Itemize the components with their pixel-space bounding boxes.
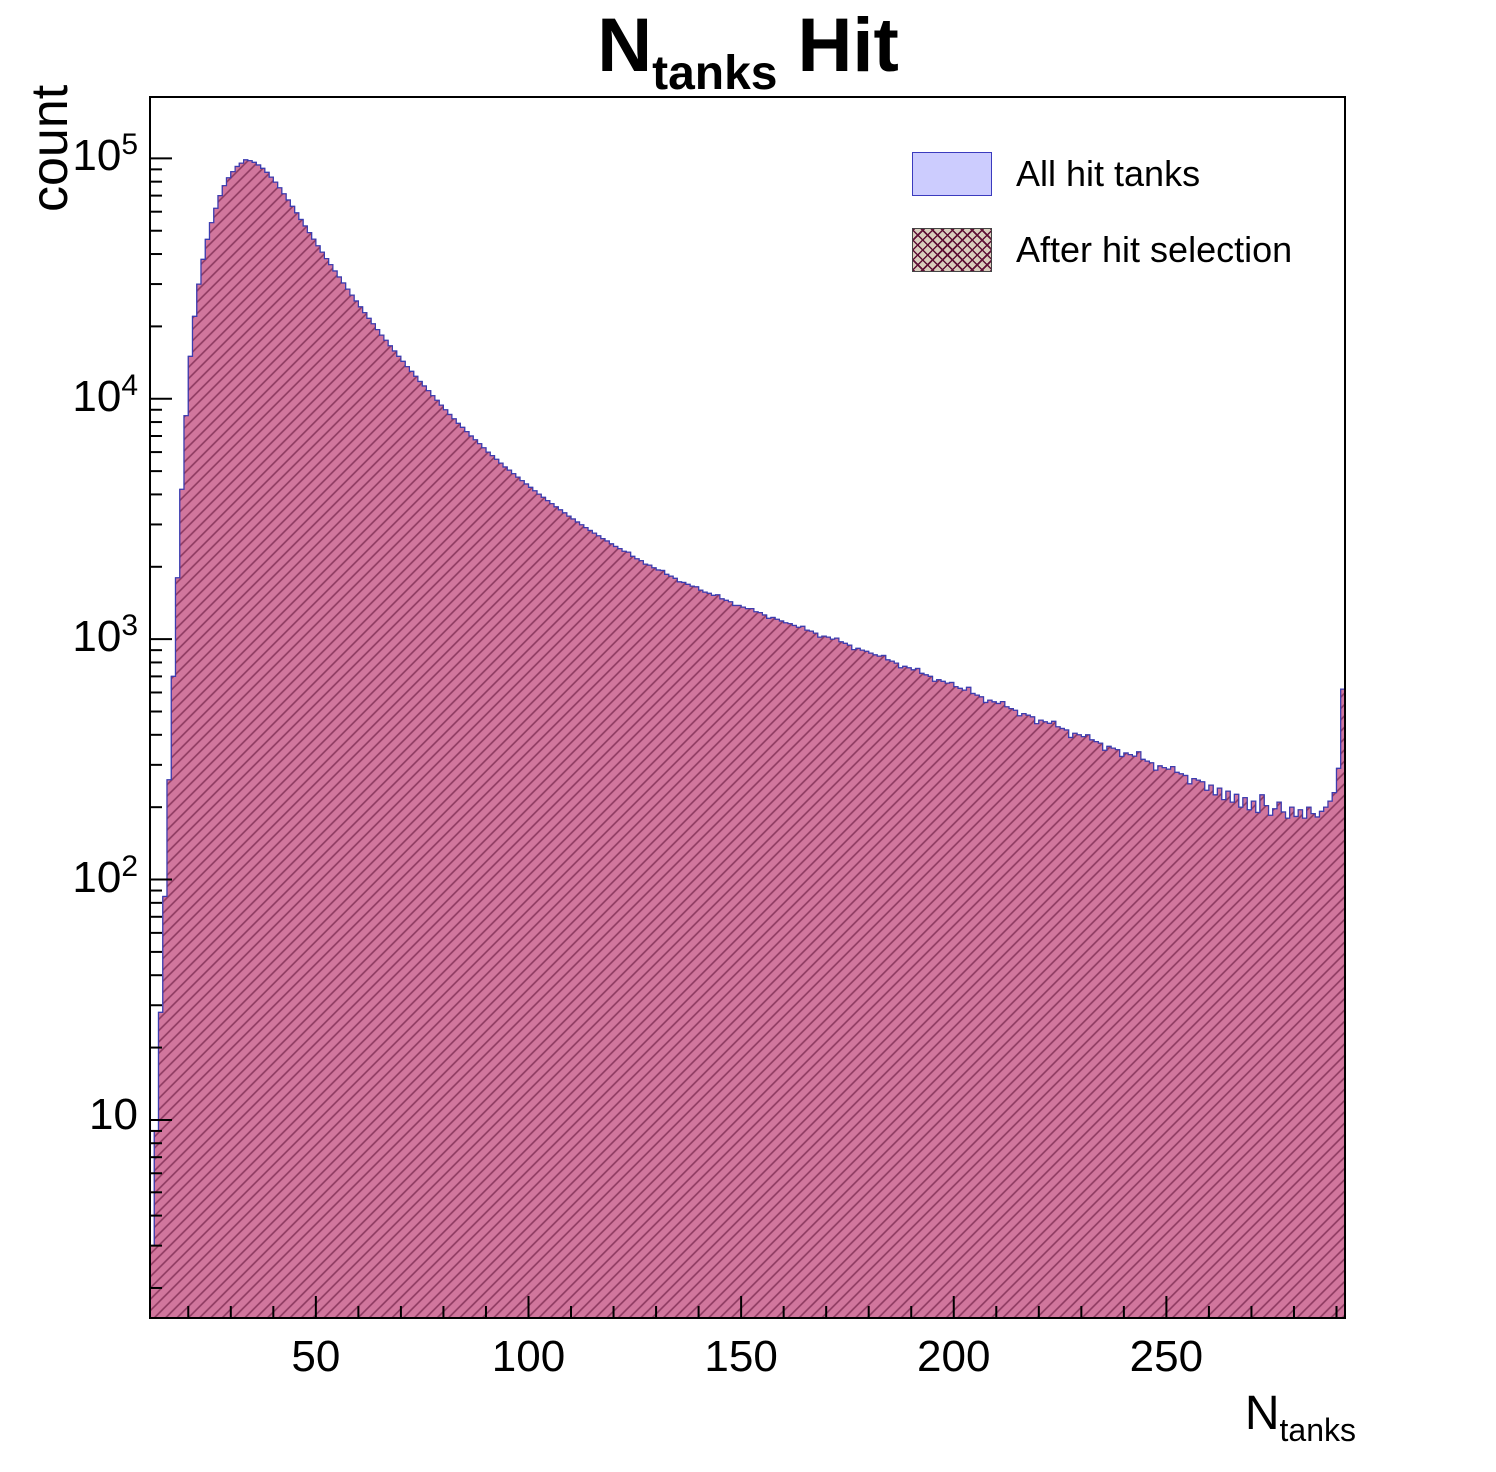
- y-axis-title: count: [21, 84, 79, 212]
- legend-swatch-after-hit-selection: [912, 228, 992, 272]
- title-main: N: [597, 3, 653, 88]
- x-axis-title: Ntanks: [1245, 1386, 1356, 1449]
- x-axis-title-main: N: [1244, 1387, 1280, 1440]
- legend: All hit tanks After hit selection: [912, 152, 1292, 304]
- x-axis-ticks: [187, 1296, 1338, 1318]
- legend-entry-all-hit-tanks: All hit tanks: [912, 152, 1292, 196]
- y-axis-ticks: [150, 157, 172, 1289]
- plot-frame: [149, 96, 1346, 1319]
- legend-label-after-hit-selection: After hit selection: [1016, 229, 1293, 270]
- legend-entry-after-hit-selection: After hit selection: [912, 228, 1292, 272]
- title-suffix: Hit: [797, 3, 899, 88]
- hist-after-hit-selection: [149, 159, 1346, 1319]
- title-subscript: tanks: [652, 47, 778, 100]
- x-axis-title-subscript: tanks: [1279, 1412, 1356, 1448]
- chart-title: Ntanks Hit: [0, 2, 1496, 101]
- legend-swatch-all-hit-tanks: [912, 152, 992, 196]
- legend-label-all-hit-tanks: All hit tanks: [1016, 153, 1201, 194]
